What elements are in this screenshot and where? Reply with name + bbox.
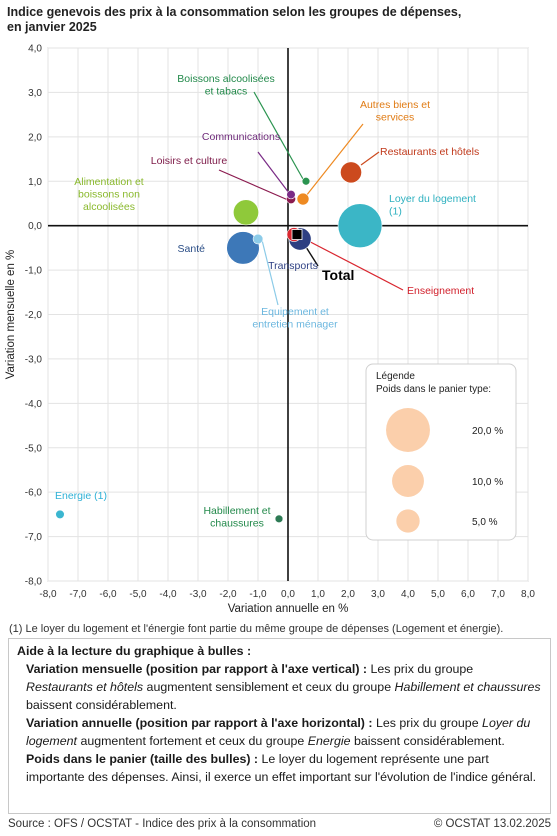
y-tick-label: 4,0 (28, 44, 42, 55)
help-block-monthly-group-1: Restaurants et hôtels (26, 680, 144, 694)
x-tick-label: 4,0 (401, 589, 415, 600)
x-tick-label: 0,0 (281, 589, 295, 600)
x-tick-label: 3,0 (371, 589, 385, 600)
bubble-label: Enseignement (407, 285, 474, 297)
x-tick-label: -3,0 (189, 589, 207, 600)
legend-bubble (386, 408, 430, 452)
help-heading: Aide à la lecture du graphique à bulles … (17, 644, 252, 658)
help-block-monthly-text-c: baissent considérablement. (26, 698, 177, 712)
help-block-annual-text-b: augmentent fortement et ceux du groupe (80, 734, 305, 748)
bubble-label: Autres biens et services (360, 99, 430, 124)
chart-title-line-1: Indice genevois des prix à la consommati… (7, 5, 462, 19)
legend-bubble (396, 509, 420, 533)
x-tick-label: 7,0 (491, 589, 505, 600)
help-block-annual: Variation annuelle (position par rapport… (17, 714, 543, 750)
bubble-label: Alimentation et boissons non alcoolisées (74, 176, 144, 213)
bubble-loyer-du-logement-1 (337, 203, 383, 248)
x-tick-label: -6,0 (99, 589, 117, 600)
bubble-label: Communications (202, 131, 280, 143)
legend-bubble (392, 465, 424, 497)
x-tick-label: -8,0 (39, 589, 57, 600)
help-block-annual-title: Variation annuelle (position par rapport… (26, 716, 373, 730)
x-tick-label: -5,0 (129, 589, 147, 600)
bubble-restaurants-et-hotels (340, 161, 362, 184)
chart-title-line-2: en janvier 2025 (7, 20, 97, 34)
x-axis-title: Variation annuelle en % (228, 603, 349, 615)
x-tick-label: 5,0 (431, 589, 445, 600)
bubble-boissons-alcoolisees-et-tabacs (301, 177, 311, 186)
copyright-note: © OCSTAT 13.02.2025 (433, 818, 551, 830)
y-tick-label: -1,0 (25, 266, 43, 277)
leader-line (294, 233, 404, 291)
bubble-autres-biens-et-services (296, 192, 310, 206)
bubble-label: Energie (1) (55, 490, 107, 502)
x-tick-label: 1,0 (311, 589, 325, 600)
help-block-annual-text-a: Les prix du groupe (375, 716, 479, 730)
help-block-weight-text: Le loyer du logement représente une part… (26, 752, 537, 784)
y-tick-label: -4,0 (25, 399, 43, 410)
leader-line (253, 91, 304, 180)
bubble-label: Santé (178, 243, 206, 255)
legend-entry-label: 10,0 % (472, 477, 503, 488)
bubble-sante (226, 231, 260, 265)
y-tick-label: -3,0 (25, 354, 43, 365)
bubble-label: Restaurants et hôtels (380, 146, 479, 158)
help-block-monthly: Variation mensuelle (position par rappor… (17, 660, 543, 714)
y-axis-title: Variation mensuelle en % (5, 250, 17, 380)
help-block-weight-title: Poids dans le panier (taille des bulles)… (26, 752, 259, 766)
bubble-chart: -8,0 -7,0 -6,0 -5,0 -4,0 -3,0 -2,0 -1,0 0,0 1,0 2,… (5, 44, 535, 616)
help-block-monthly-title: Variation mensuelle (position par rappor… (26, 662, 368, 676)
bubble-label: Transports (268, 260, 318, 272)
legend-title: Légende (376, 371, 415, 382)
y-tick-label: -8,0 (25, 577, 43, 588)
bubble-alimentation-et-boissons-non-alcoolisees (233, 199, 259, 226)
help-block-annual-group-2: Energie (307, 734, 351, 748)
x-tick-label: -1,0 (249, 589, 267, 600)
y-tick-label: -2,0 (25, 310, 43, 321)
x-tick-label: -2,0 (219, 589, 237, 600)
legend-entry-label: 5,0 % (472, 517, 498, 528)
help-block-annual-text-c: baissent considérablement. (353, 734, 505, 748)
help-block-annual-group-1: Loyer du logement (26, 716, 531, 748)
bubble-equipement-et-entretien-menager (252, 233, 264, 245)
bubble-energie-1 (55, 509, 65, 519)
bubble-label: Equipement et entretien ménager (252, 306, 338, 331)
chart-title: Indice genevois des prix à la consommati… (7, 5, 552, 35)
y-tick-label: 2,0 (28, 132, 42, 143)
reading-help-box: Aide à la lecture du graphique à bulles … (8, 638, 551, 814)
leader-line (218, 169, 289, 201)
y-tick-label: -5,0 (25, 443, 43, 454)
help-block-monthly-text-b: augmentent sensiblement et ceux du group… (146, 680, 392, 694)
leader-line (305, 123, 364, 197)
source-note: Source : OFS / OCSTAT - Indice des prix … (8, 818, 317, 830)
total-label: Total (322, 267, 354, 283)
y-tick-label: 1,0 (28, 177, 42, 188)
y-tick-label: 0,0 (28, 221, 42, 232)
leader-line (257, 151, 290, 194)
bubble-label: Boissons alcoolisées et tabacs (177, 73, 274, 98)
bubble-habillement-et-chaussures (274, 514, 284, 524)
total-marker (291, 229, 303, 240)
y-tick-label: 3,0 (28, 88, 42, 99)
x-tick-label: 6,0 (461, 589, 475, 600)
y-tick-label: -7,0 (25, 532, 43, 543)
bubble-communications (286, 189, 296, 200)
x-tick-label: -7,0 (69, 589, 87, 600)
bubble-label: Loisirs et culture (151, 155, 228, 167)
help-block-weight: Poids dans le panier (taille des bulles)… (17, 750, 543, 786)
x-tick-label: -4,0 (159, 589, 177, 600)
y-tick-label: -6,0 (25, 488, 43, 499)
leader-line (261, 239, 279, 306)
legend-entry-label: 20,0 % (472, 426, 503, 437)
leader-line (360, 151, 380, 166)
footnote: (1) Le loyer du logement et l'énergie fo… (9, 623, 504, 635)
help-block-monthly-text-a: Les prix du groupe (370, 662, 474, 676)
x-tick-label: 2,0 (341, 589, 355, 600)
bubble-label: Loyer du logement (1) (389, 193, 476, 218)
help-block-monthly-group-2: Habillement et chaussures (394, 680, 541, 694)
legend: Légende Poids dans le panier type: 20,0 % 1… (365, 363, 517, 541)
bubble-label: Habillement et chaussures (203, 505, 270, 530)
legend-subtitle: Poids dans le panier type: (376, 384, 491, 395)
x-tick-label: 8,0 (521, 589, 535, 600)
